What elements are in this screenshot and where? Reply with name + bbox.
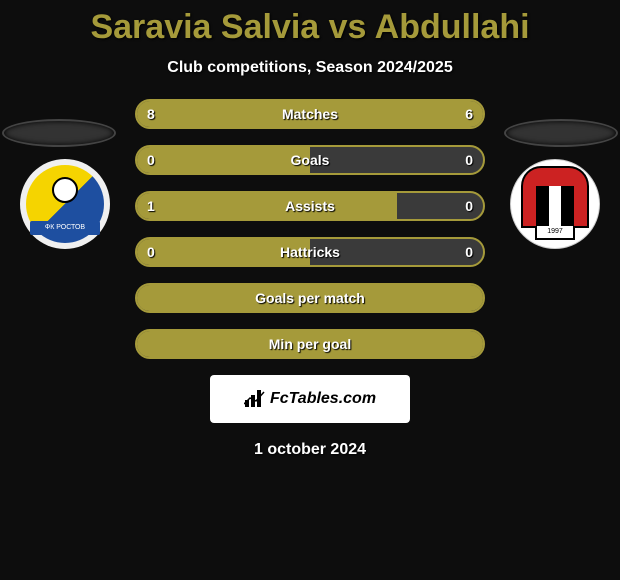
stat-label: Matches bbox=[137, 101, 483, 127]
stat-row: Min per goal bbox=[135, 329, 485, 359]
stat-label: Goals per match bbox=[137, 285, 483, 311]
stat-label: Assists bbox=[137, 193, 483, 219]
comparison-panel: ФК РОСТОВ 1997 86Matches 00Goals 10Assists… bbox=[0, 99, 620, 459]
player-right-placeholder bbox=[506, 121, 616, 145]
stat-row: 00Goals bbox=[135, 145, 485, 175]
date-text: 1 october 2024 bbox=[0, 441, 620, 459]
subtitle: Club competitions, Season 2024/2025 bbox=[0, 59, 620, 77]
club-badge-left: ФК РОСТОВ bbox=[20, 159, 110, 249]
stat-row: 00Hattricks bbox=[135, 237, 485, 267]
stat-label: Hattricks bbox=[137, 239, 483, 265]
club-badge-right: 1997 bbox=[510, 159, 600, 249]
stat-bars: 86Matches 00Goals 10Assists 00Hattricks Goal… bbox=[135, 99, 485, 359]
page-title: Saravia Salvia vs Abdullahi bbox=[0, 0, 620, 47]
stat-row: Goals per match bbox=[135, 283, 485, 313]
attribution-badge: FcTables.com bbox=[210, 375, 410, 423]
chart-icon bbox=[244, 390, 266, 408]
player-left-placeholder bbox=[4, 121, 114, 145]
stat-row: 86Matches bbox=[135, 99, 485, 129]
stat-label: Min per goal bbox=[137, 331, 483, 357]
stat-row: 10Assists bbox=[135, 191, 485, 221]
stat-label: Goals bbox=[137, 147, 483, 173]
attribution-text: FcTables.com bbox=[270, 390, 376, 408]
club-badge-right-year: 1997 bbox=[535, 226, 575, 240]
club-badge-left-text: ФК РОСТОВ bbox=[30, 221, 100, 235]
